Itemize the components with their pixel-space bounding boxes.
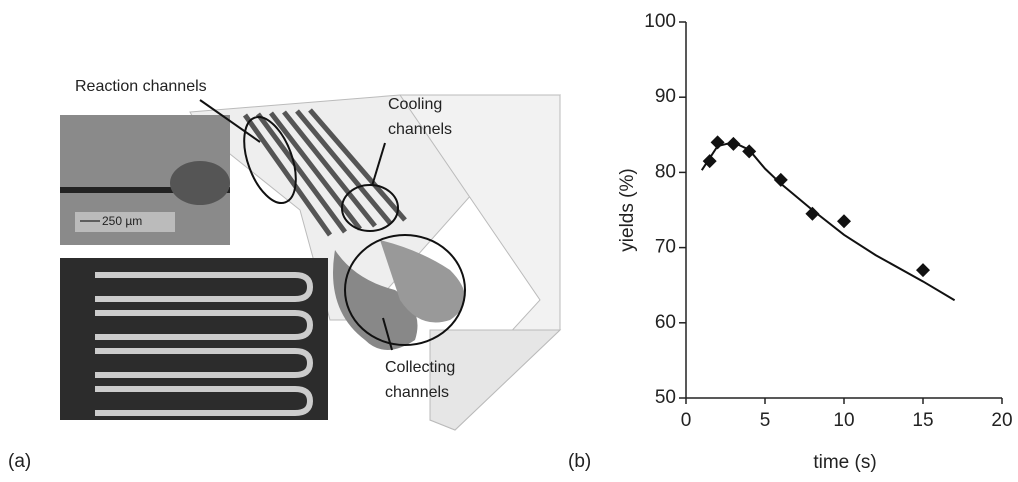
x-tick-label: 5	[760, 410, 771, 431]
annotation: Collecting	[385, 359, 455, 376]
x-tick-label: 15	[912, 410, 933, 431]
y-tick-label: 60	[655, 312, 676, 333]
scale-box	[75, 212, 175, 232]
annotation: channels	[385, 384, 449, 401]
x-tick-label: 20	[991, 410, 1012, 431]
y-tick-label: 50	[655, 387, 676, 408]
panel-label: (a)	[8, 451, 31, 472]
channel-image	[170, 161, 230, 205]
annotation: Cooling	[388, 96, 442, 113]
y-axis-label: yields (%)	[617, 168, 638, 251]
highlight-circle	[243, 116, 466, 346]
data-point	[805, 206, 820, 221]
channel-image	[95, 272, 314, 416]
annotation: Reaction channels	[75, 78, 207, 95]
x-tick-label: 0	[681, 410, 692, 431]
data-point	[726, 136, 741, 151]
y-tick-label: 80	[655, 161, 676, 182]
arrow	[199, 99, 393, 351]
panel-label: (b)	[568, 451, 591, 472]
data-point	[773, 172, 788, 187]
y-tick-label: 70	[655, 237, 676, 258]
fit-line	[700, 141, 956, 302]
scale-label: 250 µm	[102, 214, 142, 228]
x-tick-label: 10	[833, 410, 854, 431]
annotation: channels	[388, 121, 452, 138]
x-axis-label: time (s)	[813, 452, 876, 473]
data-point	[837, 214, 851, 229]
data-point	[916, 263, 930, 278]
y-tick-label: 100	[644, 11, 676, 32]
device-illustration	[189, 94, 562, 431]
y-tick-label: 90	[655, 86, 676, 107]
